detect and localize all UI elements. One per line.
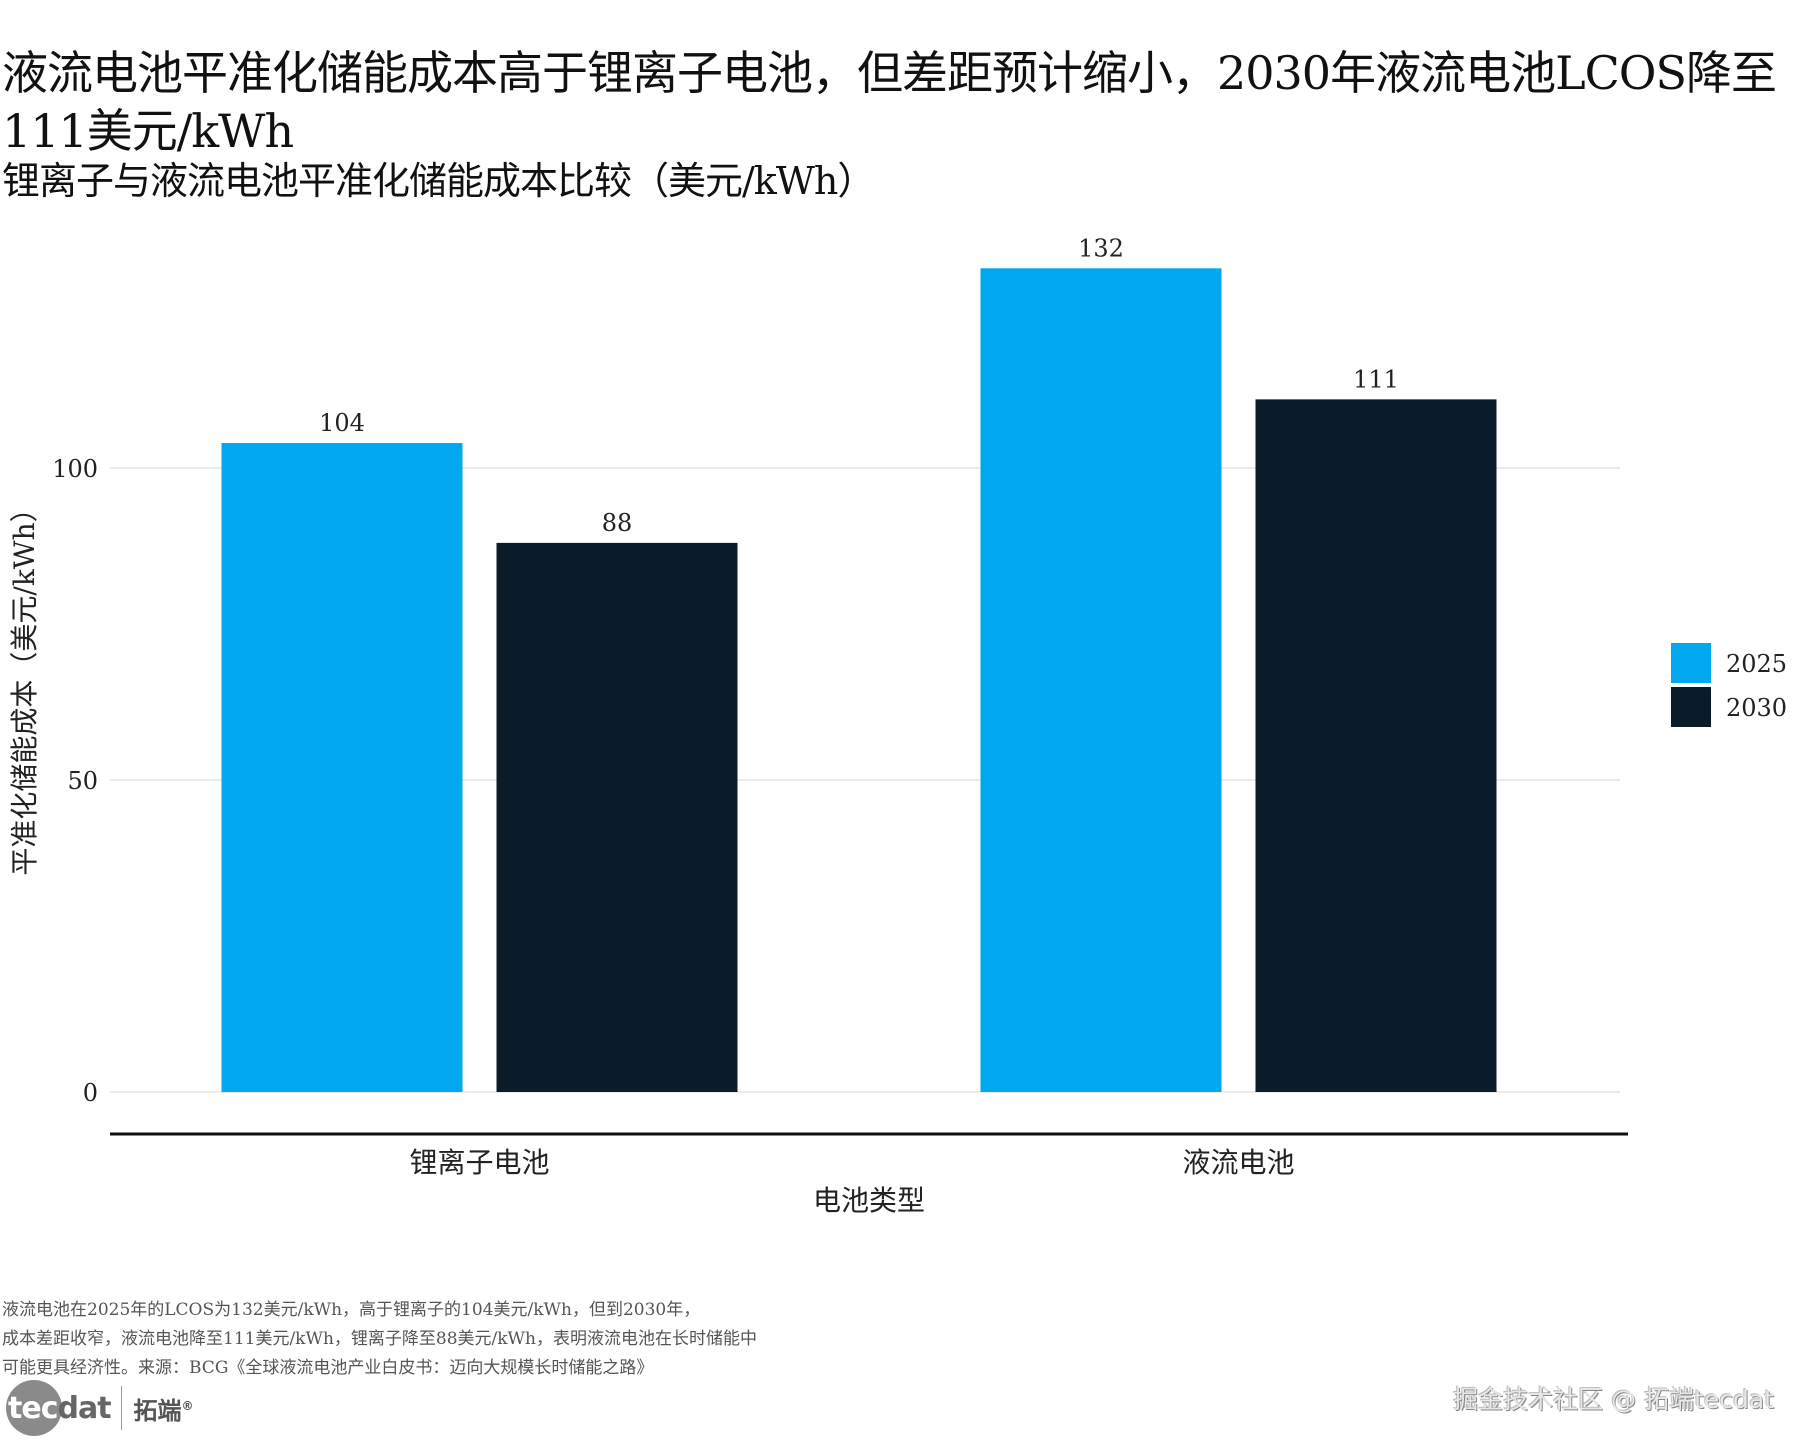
data-label: 132 [1078,234,1124,262]
legend-swatch-2025 [1671,643,1711,683]
logo-circle-icon [6,1380,62,1436]
registered-mark: ® [181,1398,194,1413]
x-tick-label: 锂离子电池 [409,1146,549,1179]
chart-subtitle: 锂离子与液流电池平准化储能成本比较（美元/kWh） [2,159,875,203]
y-tick-label: 50 [67,767,98,795]
y-tick-label: 100 [52,455,98,483]
legend-label: 2025 [1726,650,1787,678]
data-label: 104 [319,409,365,437]
logo-divider [120,1386,122,1430]
legend-label: 2030 [1726,694,1787,722]
x-tick-label: 液流电池 [1182,1146,1294,1179]
bar-2030 [1255,399,1497,1092]
bar-2025 [221,443,463,1092]
bar-2025 [980,268,1222,1092]
x-axis-title: 电池类型 [813,1184,925,1217]
logo-wordmark: tecdat [6,1390,112,1426]
caption-line: 成本差距收窄，液流电池降至111美元/kWh，锂离子降至88美元/kWh，表明液… [2,1329,757,1349]
chart-title: 液流电池平准化储能成本高于锂离子电池，但差距预计缩小，2030年液流电池LCOS… [2,46,1777,158]
logo-cn-text: 拓端® [134,1391,194,1426]
legend-swatch-2030 [1671,687,1711,727]
logo-wordmark-part2: dat [57,1390,111,1426]
tecdat-logo: tecdat 拓端® [6,1380,194,1436]
caption-line: 可能更具经济性。来源：BCG《全球液流电池产业白皮书：迈向大规模长时储能之路》 [2,1358,654,1378]
y-tick-label: 0 [83,1079,98,1107]
caption: 液流电池在2025年的LCOS为132美元/kWh，高于锂离子的104美元/kW… [2,1296,757,1383]
caption-line: 液流电池在2025年的LCOS为132美元/kWh，高于锂离子的104美元/kW… [2,1300,701,1320]
logo-wordmark-part1: tec [8,1390,58,1426]
y-axis-title: 平准化储能成本（美元/kWh） [8,494,41,875]
data-label: 88 [602,509,633,537]
watermark: 掘金技术社区 @ 拓端tecdat [1453,1385,1774,1414]
logo-cn-label: 拓端 [133,1396,182,1425]
data-label: 111 [1353,365,1399,393]
bar-2030 [496,542,738,1092]
